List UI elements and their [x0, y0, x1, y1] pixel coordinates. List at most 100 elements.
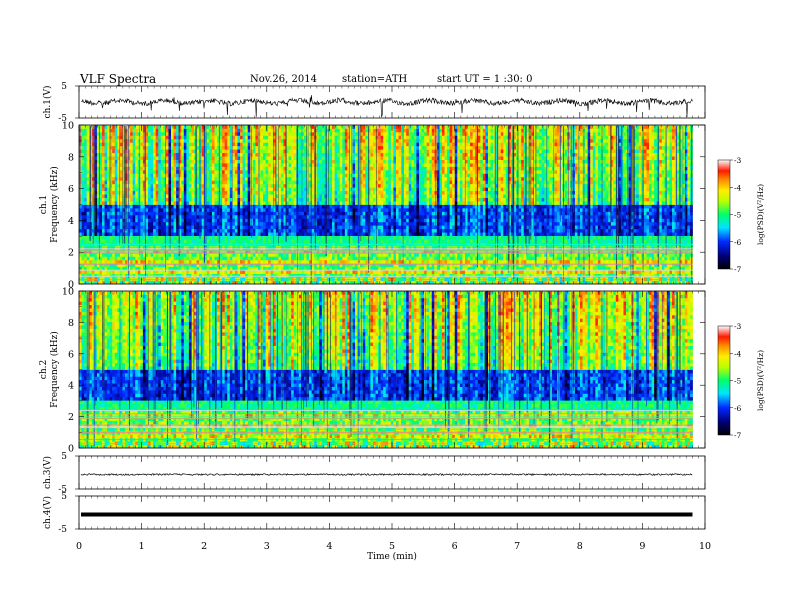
spectro-cell: [161, 236, 164, 240]
spectro-cell: [197, 191, 200, 195]
spectro-cell: [319, 211, 322, 215]
spectro-cell: [120, 277, 123, 281]
spectro-cell: [130, 215, 133, 219]
spectro-cell: [255, 135, 258, 139]
spectro-cell: [115, 125, 118, 129]
spectro-cell: [227, 270, 230, 274]
spectro-cell: [135, 153, 138, 157]
spectro-cell: [171, 173, 174, 177]
spectro-cell: [128, 170, 131, 174]
spectro-cell: [135, 135, 138, 139]
spectro-cell: [82, 132, 85, 136]
spectro-cell: [94, 128, 97, 132]
spectro-cell: [82, 225, 85, 229]
spectro-cell: [189, 239, 192, 243]
spectro-cell: [145, 146, 148, 150]
spectro-cell: [105, 208, 108, 212]
spectro-cell: [82, 180, 85, 184]
spectro-cell: [153, 153, 156, 157]
spectro-cell: [102, 170, 105, 174]
spectro-cell: [161, 270, 164, 274]
spectro-cell: [337, 160, 340, 164]
spectro-cell: [322, 260, 325, 264]
spectro-cell: [140, 194, 143, 198]
spectro-cell: [181, 194, 184, 198]
spectro-cell: [158, 270, 161, 274]
spectro-cell: [248, 170, 251, 174]
spectro-cell: [319, 256, 322, 260]
spectro-cell: [340, 191, 343, 195]
spectro-cell: [87, 139, 90, 143]
spectro-cell: [140, 180, 143, 184]
spectro-cell: [232, 215, 235, 219]
spectro-cell: [317, 215, 320, 219]
spectro-cell: [112, 156, 115, 160]
spectro-cell: [156, 139, 159, 143]
spectro-cell: [332, 218, 335, 222]
spectro-cell: [332, 215, 335, 219]
spectro-cell: [225, 184, 228, 188]
spectro-cell: [181, 139, 184, 143]
spectro-cell: [212, 277, 215, 281]
spectro-cell: [335, 277, 338, 281]
spectro-cell: [99, 149, 102, 153]
spectro-cell: [250, 187, 253, 191]
spectro-cell: [207, 205, 210, 209]
spectro-cell: [227, 160, 230, 164]
spectro-cell: [135, 215, 138, 219]
spectro-cell: [148, 132, 151, 136]
spectro-cell: [240, 184, 243, 188]
spectro-cell: [255, 146, 258, 150]
spectro-cell: [263, 191, 266, 195]
spectro-cell: [174, 201, 177, 205]
spectro-cell: [245, 160, 248, 164]
spectro-cell: [240, 166, 243, 170]
spectro-cell: [191, 225, 194, 229]
spectro-cell: [214, 277, 217, 281]
spectro-cell: [327, 229, 330, 233]
spectro-cell: [184, 135, 187, 139]
spectro-cell: [189, 211, 192, 215]
spectro-cell: [128, 222, 131, 226]
spectro-cell: [220, 156, 223, 160]
spectro-cell: [281, 170, 284, 174]
spectro-cell: [245, 166, 248, 170]
spectro-cell: [166, 239, 169, 243]
spectro-cell: [99, 232, 102, 236]
spectro-cell: [312, 232, 315, 236]
spectro-cell: [342, 260, 345, 264]
spectro-cell: [294, 194, 297, 198]
spectro-cell: [250, 225, 253, 229]
spectro-cell: [117, 160, 120, 164]
spectro-cell: [317, 194, 320, 198]
spectro-cell: [245, 184, 248, 188]
spectro-cell: [214, 208, 217, 212]
spectro-cell: [84, 173, 87, 177]
spectro-cell: [181, 208, 184, 212]
spectro-cell: [291, 201, 294, 205]
spectro-cell: [342, 187, 345, 191]
spectro-cell: [243, 163, 246, 167]
spectro-cell: [87, 225, 90, 229]
spectro-cell: [330, 170, 333, 174]
spectro-cell: [278, 208, 281, 212]
spectro-cell: [156, 180, 159, 184]
spectro-cell: [135, 149, 138, 153]
spectro-cell: [133, 194, 136, 198]
spectro-cell: [289, 146, 292, 150]
spectro-cell: [82, 205, 85, 209]
spectro-cell: [94, 156, 97, 160]
spectro-cell: [209, 170, 212, 174]
spectro-cell: [222, 160, 225, 164]
spectro-cell: [122, 256, 125, 260]
spectro-cell: [184, 274, 187, 278]
spectro-cell: [82, 184, 85, 188]
spectro-cell: [161, 128, 164, 132]
spectro-cell: [151, 156, 154, 160]
spectro-cell: [158, 180, 161, 184]
spectro-cell: [237, 163, 240, 167]
spectro-cell: [260, 184, 263, 188]
spectro-cell: [289, 153, 292, 157]
spectro-cell: [151, 173, 154, 177]
spectro-cell: [171, 163, 174, 167]
